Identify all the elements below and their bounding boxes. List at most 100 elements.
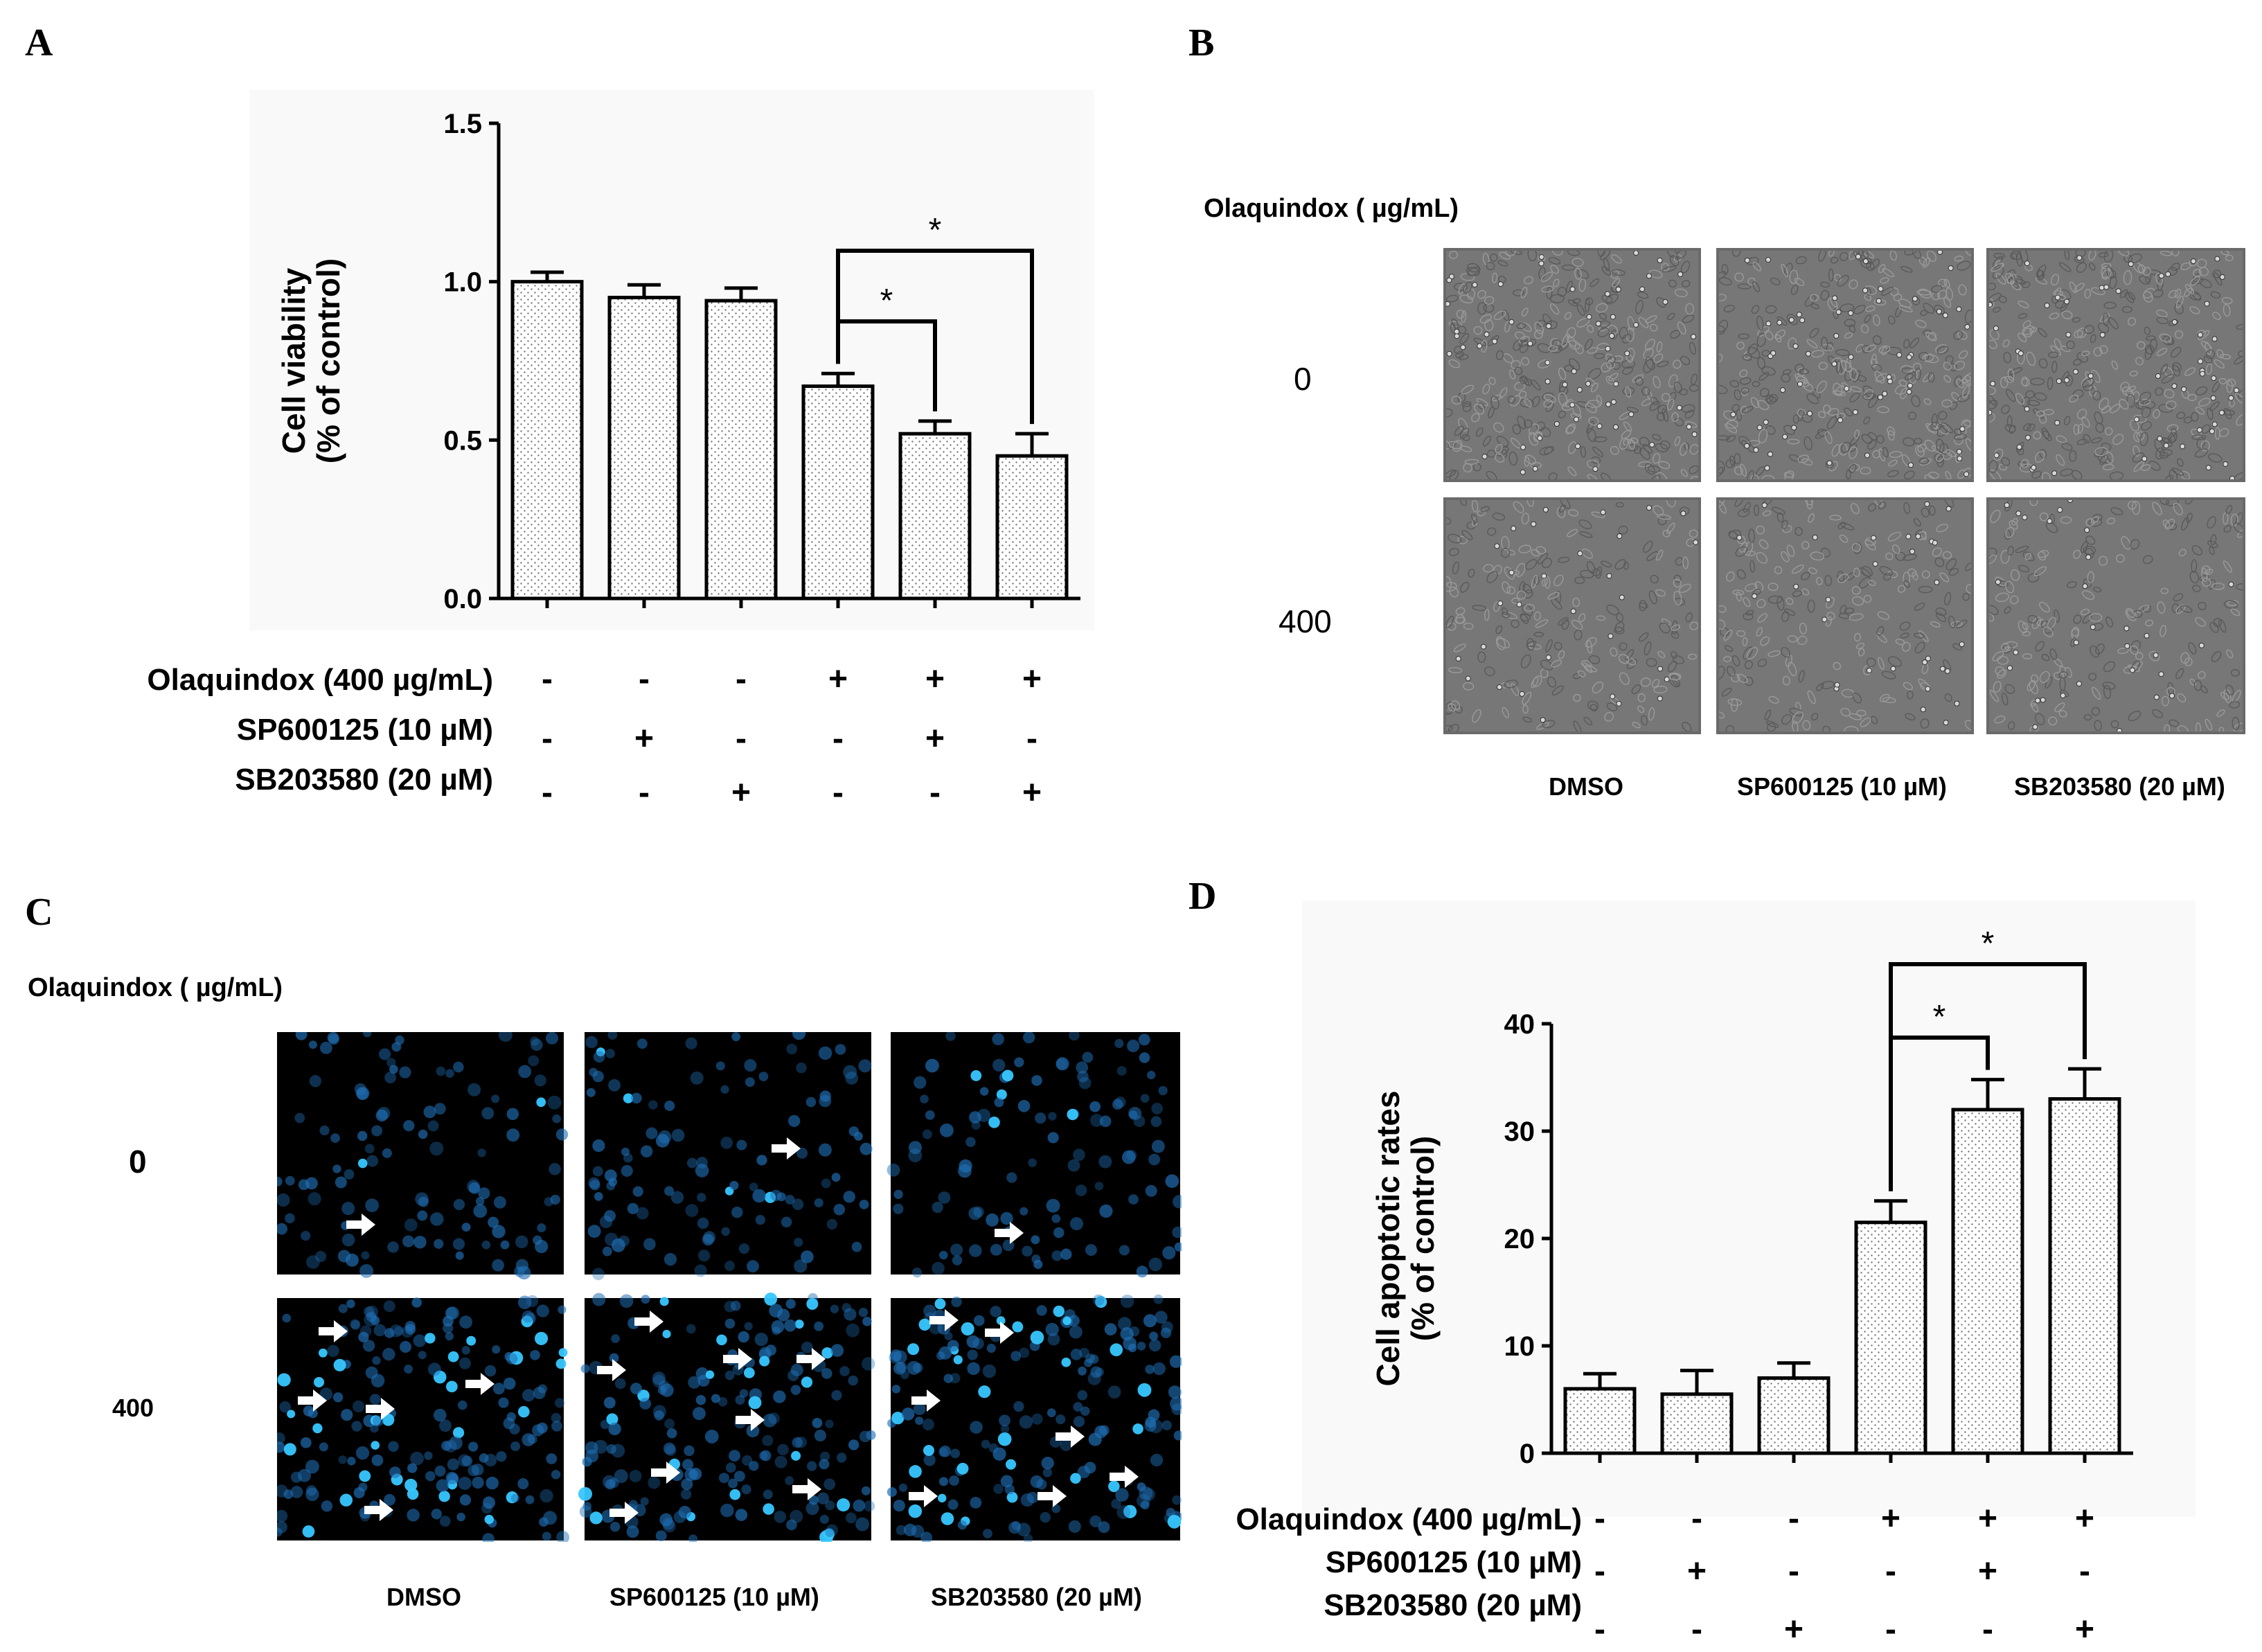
arrow-icon (1038, 1485, 1067, 1507)
fluorescence-image (277, 1295, 570, 1542)
bar (1854, 1220, 1927, 1455)
significance-bracket (1889, 962, 2087, 1191)
fluorescence-image (887, 1294, 1182, 1542)
treatment-sign: + (1978, 1500, 1997, 1537)
arrow-icon (366, 1398, 395, 1420)
panel-letter-a: A (25, 21, 53, 64)
treatment-name: SB203580 (20 µM) (235, 763, 493, 797)
treatment-sign: - (1788, 1500, 1799, 1537)
y-axis-label: Cell apoptotic rates (1370, 1091, 1406, 1387)
panel-c-col-label-dmso: DMSO (386, 1583, 461, 1611)
significance-label: * (1982, 925, 1995, 962)
bar (898, 432, 972, 601)
significance-bracket (836, 249, 1034, 425)
treatment-sign: - (542, 774, 553, 811)
chart-d-apoptotic-rates: 0 10 20 30 40 Cell apoptotic rates(% of contr… (1236, 900, 2196, 1648)
arrow-icon (465, 1373, 495, 1395)
arrow-icon (772, 1137, 801, 1160)
arrow-icon (911, 1389, 941, 1412)
y-tick-label: 30 (1504, 1117, 1535, 1147)
fluorescence-image (585, 1032, 873, 1281)
panel-c-olaquindox-label: Olaquindox ( µg/mL) (28, 973, 283, 1002)
y-tick-label: 10 (1504, 1331, 1535, 1362)
treatment-sign: - (542, 720, 553, 757)
arrow-icon (985, 1322, 1014, 1344)
treatment-sign: + (1978, 1553, 1997, 1590)
y-axis-label: Cell viability (276, 267, 312, 454)
bar (2048, 1097, 2121, 1455)
panel-c-row-label-0: 0 (129, 1144, 147, 1180)
brightfield-texture (1440, 494, 1699, 735)
treatment-sign: - (1691, 1611, 1702, 1648)
y-tick-label: 0 (1520, 1439, 1535, 1469)
arrow-icon (995, 1222, 1024, 1244)
treatment-sign: + (828, 661, 848, 698)
y-axis-label-2: (% of control) (310, 258, 346, 463)
arrow-icon (651, 1462, 680, 1484)
treatment-sign: - (929, 774, 941, 811)
y-tick-label: 40 (1504, 1009, 1535, 1040)
treatment-sign: + (731, 774, 751, 811)
treatment-sign: - (1594, 1500, 1605, 1537)
arrow-icon (609, 1502, 639, 1524)
treatment-sign: - (2079, 1553, 2090, 1590)
treatment-sign: + (925, 661, 945, 698)
brightfield-texture (1439, 245, 1700, 484)
y-tick-label: 0.5 (443, 425, 482, 456)
panel-c-col-label-sp600125: SP600125 (10 µM) (609, 1583, 819, 1611)
panel-c-col-label-sb203580: SB203580 (20 µM) (931, 1583, 1142, 1611)
treatment-name: SB203580 (20 µM) (1324, 1588, 1582, 1622)
fluorescence-image (578, 1293, 876, 1542)
treatment-sign: + (1881, 1500, 1900, 1537)
treatment-sign: + (1022, 774, 1042, 811)
treatment-name: SP600125 (10 µM) (1326, 1545, 1582, 1579)
brightfield-image-0-dmso (1439, 245, 1701, 484)
chart-a-cell-viability: 0.0 0.5 1.0 1.5 Cell viability(% of control)… (147, 90, 1094, 811)
treatment-sign: - (1691, 1500, 1702, 1537)
treatment-sign: + (2075, 1611, 2094, 1648)
arrow-icon (364, 1499, 393, 1521)
treatment-sign: - (639, 774, 650, 811)
fluorescence-image (887, 1032, 1182, 1278)
treatment-sign: - (1885, 1553, 1896, 1590)
arrow-icon (298, 1389, 327, 1412)
y-axis-label-2: (% of control) (1405, 1136, 1441, 1341)
y-tick-label: 20 (1504, 1224, 1535, 1254)
treatment-sign: - (1026, 720, 1038, 757)
fluorescence-image (277, 1032, 569, 1280)
treatment-name: Olaquindox (400 µg/mL) (1236, 1502, 1582, 1536)
panel-b-col-label-dmso: DMSO (1549, 772, 1623, 801)
arrow-icon (723, 1348, 752, 1370)
treatment-sign: - (1594, 1611, 1605, 1648)
arrow-icon (1110, 1466, 1139, 1488)
bar (1563, 1387, 1637, 1455)
chart-background (1302, 900, 2196, 1517)
significance-label: * (880, 283, 893, 319)
brightfield-image-0-sp600125 (1713, 245, 1976, 483)
bar (704, 299, 778, 601)
treatment-name: Olaquindox (400 µg/mL) (147, 663, 493, 697)
treatment-sign: - (832, 774, 844, 811)
panel-letter-c: C (25, 891, 53, 934)
treatment-sign: - (736, 661, 747, 698)
y-tick-label: 0.0 (443, 584, 482, 614)
bar (1951, 1108, 2024, 1455)
arrow-icon (796, 1348, 826, 1370)
arrow-icon (634, 1311, 664, 1333)
treatment-sign: + (1687, 1553, 1707, 1590)
y-tick-label: 1.0 (443, 267, 482, 298)
brightfield-image-0-sb203580 (1984, 246, 2248, 483)
significance-label: * (929, 212, 942, 249)
treatment-sign: - (1594, 1553, 1605, 1590)
bar (607, 296, 681, 601)
bar (510, 280, 584, 601)
arrow-icon (346, 1214, 375, 1236)
brightfield-texture (1713, 245, 1976, 483)
treatment-sign: - (736, 720, 747, 757)
bar (801, 384, 875, 601)
arrow-icon (1056, 1425, 1085, 1448)
panel-b-col-label-sb203580: SB203580 (20 µM) (2014, 772, 2225, 801)
treatment-sign: - (1982, 1611, 1993, 1648)
panel-letter-b: B (1188, 21, 1215, 64)
brightfield-texture (1985, 495, 2249, 736)
